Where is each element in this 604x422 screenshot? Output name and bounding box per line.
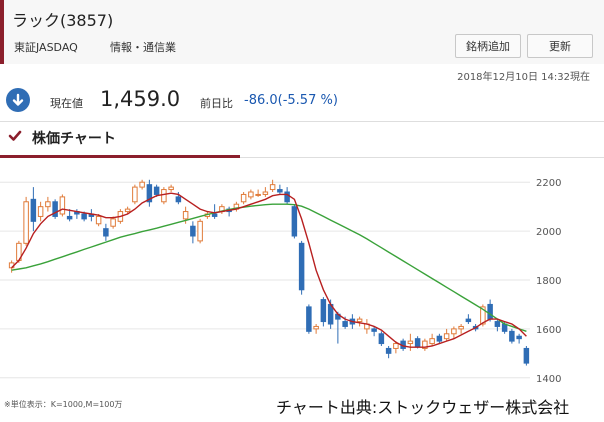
long-moving-average-line	[11, 203, 527, 332]
candlestick	[277, 184, 283, 195]
candlestick	[284, 187, 290, 205]
unit-footnote: ※単位表示：K=1000,M=100万	[4, 400, 123, 409]
candlestick	[211, 204, 218, 219]
candlestick	[95, 214, 102, 227]
candlestick	[161, 187, 167, 205]
industry-label: 情報・通信業	[110, 41, 176, 54]
candlestick	[487, 299, 493, 322]
candlestick	[458, 324, 464, 334]
y-tick-label: 1800	[536, 276, 561, 287]
candlestick	[320, 297, 327, 327]
y-tick-label: 1400	[536, 374, 561, 385]
candlestick	[74, 209, 80, 219]
candlestick	[262, 187, 269, 197]
change-label: 前日比	[200, 97, 233, 110]
candlestick	[59, 194, 66, 217]
candlestick	[443, 328, 450, 342]
candlestick	[291, 204, 298, 239]
candlestick	[52, 199, 58, 219]
candlestick	[414, 336, 421, 349]
candlestick	[66, 209, 73, 222]
quote-timestamp: 2018年12月10日 14:32現在	[457, 72, 590, 83]
candlestick	[255, 189, 261, 197]
candlestick	[240, 192, 247, 205]
candlestick	[197, 218, 203, 244]
candlestick	[103, 223, 109, 241]
candlestick	[248, 189, 254, 200]
candlestick	[298, 240, 305, 295]
price-label: 現在値	[50, 97, 83, 110]
candlestick	[190, 221, 196, 244]
y-tick-label: 2200	[536, 178, 561, 189]
current-price: 1,459.0	[100, 87, 181, 111]
candlestick	[509, 328, 515, 344]
divider	[0, 121, 604, 122]
candlestick	[168, 184, 174, 192]
candlestick	[146, 179, 153, 207]
candlestick	[436, 333, 443, 344]
candlestick	[313, 324, 319, 334]
candlestick	[132, 184, 138, 205]
candlesticks	[8, 179, 530, 366]
y-axis-ticks: 2200 2000 1800 1600 1400	[536, 178, 561, 385]
check-icon	[8, 128, 22, 142]
stock-price-chart: 2200 2000 1800 1600 1400	[0, 178, 561, 385]
candlestick	[451, 326, 457, 339]
candlestick	[139, 179, 145, 190]
candlestick	[516, 333, 522, 344]
candlestick	[335, 311, 341, 344]
candlestick	[226, 206, 232, 217]
refresh-button[interactable]: 更新	[527, 34, 593, 58]
candlestick	[393, 341, 399, 354]
candlestick	[364, 319, 370, 334]
candlestick	[306, 304, 312, 334]
y-tick-label: 2000	[536, 227, 561, 238]
candlestick	[233, 201, 240, 212]
candlestick	[23, 196, 29, 246]
stock-title: ラック(3857)	[12, 11, 114, 30]
candlestick	[356, 316, 363, 327]
candlestick	[407, 333, 414, 351]
chart-gridlines	[0, 181, 530, 379]
chart-section-title[interactable]: 株価チャート	[32, 131, 116, 147]
candlestick	[494, 319, 501, 332]
candlestick	[153, 184, 160, 197]
candlestick	[422, 338, 428, 351]
market-label: 東証JASDAQ	[14, 41, 78, 54]
y-tick-label: 1600	[536, 325, 561, 336]
tab-divider	[240, 157, 604, 158]
active-tab-underline	[0, 155, 240, 158]
short-moving-average-line	[11, 192, 527, 348]
candlestick	[465, 314, 472, 324]
candlestick	[30, 187, 37, 232]
candlestick	[371, 326, 377, 337]
price-change: -86.0(-5.57 %)	[244, 93, 338, 108]
candlestick	[88, 209, 95, 222]
arrow-down-icon	[6, 88, 30, 112]
add-to-watchlist-button[interactable]: 銘柄追加	[455, 34, 521, 58]
candlestick	[523, 346, 530, 366]
candlestick	[37, 201, 44, 222]
candlestick	[110, 216, 116, 229]
header-accent-bar	[0, 0, 4, 64]
candlestick	[45, 196, 51, 212]
candlestick	[269, 179, 276, 192]
chart-credit: チャート出典:ストックウェザー株式会社	[276, 398, 570, 417]
candlestick	[378, 331, 385, 346]
candlestick	[124, 206, 131, 214]
candlestick	[429, 333, 435, 346]
candlestick	[385, 346, 392, 359]
